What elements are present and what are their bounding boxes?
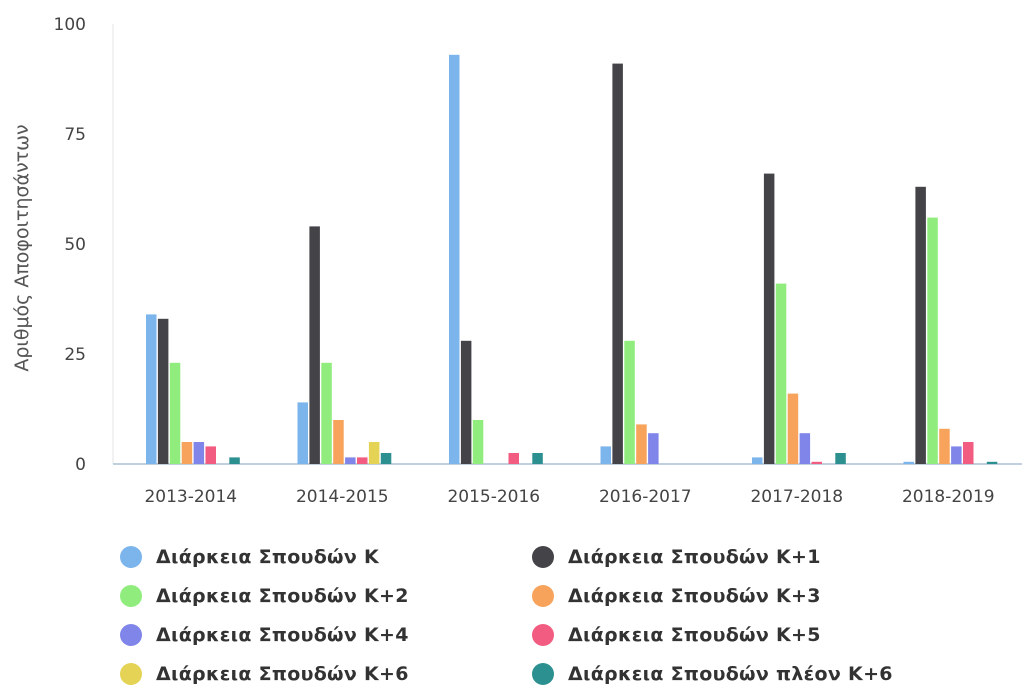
- y-tick-label: 0: [75, 455, 86, 475]
- bars: [146, 54, 998, 465]
- bar: [927, 217, 938, 464]
- legend-item[interactable]: Διάρκεια Σπουδών Κ+3: [532, 579, 944, 613]
- bar: [193, 442, 205, 464]
- legend-swatch: [120, 546, 142, 568]
- bar: [205, 446, 216, 464]
- bar: [472, 420, 484, 464]
- bar: [835, 453, 846, 464]
- legend-swatch: [120, 663, 142, 685]
- bar: [915, 186, 926, 465]
- bar: [309, 226, 320, 464]
- legend-item[interactable]: Διάρκεια Σπουδών Κ+6: [120, 657, 532, 691]
- bar: [986, 461, 998, 464]
- x-tick-label: 2016-2017: [599, 487, 692, 507]
- legend-swatch: [532, 624, 554, 646]
- legend-label: Διάρκεια Σπουδών Κ+5: [568, 624, 821, 646]
- legend-swatch: [532, 663, 554, 685]
- y-axis-ticks: 0 25 50 75 100: [54, 15, 86, 475]
- legend-label: Διάρκεια Σπουδών Κ: [156, 546, 380, 568]
- bar: [903, 461, 914, 464]
- legend-item[interactable]: Διάρκεια Σπουδών Κ+4: [120, 618, 532, 652]
- bar: [612, 63, 623, 464]
- legend-item[interactable]: Διάρκεια Σπουδών πλέον Κ+6: [532, 657, 944, 691]
- bar: [624, 340, 635, 464]
- bar: [345, 457, 356, 464]
- bar: [449, 54, 460, 465]
- y-axis-title: Αριθμός Αποφοιτησάντων: [11, 124, 33, 371]
- bar: [963, 442, 974, 464]
- bar: [636, 424, 647, 464]
- bar: [321, 362, 332, 464]
- bar: [169, 362, 181, 464]
- legend-item[interactable]: Διάρκεια Σπουδών Κ+1: [532, 540, 944, 574]
- bar: [508, 453, 519, 464]
- bar: [799, 433, 811, 464]
- legend-swatch: [120, 585, 142, 607]
- bar: [763, 173, 775, 464]
- legend-label: Διάρκεια Σπουδών πλέον Κ+6: [568, 663, 893, 685]
- bar: [297, 402, 308, 464]
- x-tick-label: 2018-2019: [902, 487, 995, 507]
- bar: [333, 420, 344, 464]
- y-tick-label: 25: [64, 345, 86, 365]
- y-tick-label: 100: [54, 15, 86, 35]
- bar: [229, 457, 240, 464]
- bar: [460, 340, 472, 464]
- x-axis-ticks: 2013-2014 2014-2015 2015-2016 2016-2017 2017…: [144, 487, 994, 507]
- bar: [600, 446, 611, 464]
- x-tick-label: 2015-2016: [447, 487, 540, 507]
- y-tick-label: 50: [64, 235, 86, 255]
- bar: [532, 453, 543, 464]
- x-tick-label: 2014-2015: [296, 487, 389, 507]
- legend-label: Διάρκεια Σπουδών Κ+4: [156, 624, 409, 646]
- legend-label: Διάρκεια Σπουδών Κ+2: [156, 585, 409, 607]
- bar: [811, 461, 822, 464]
- legend-swatch: [532, 546, 554, 568]
- legend-swatch: [532, 585, 554, 607]
- bar-chart: Αριθμός Αποφοιτησάντων 0 25 50 75 100 2013-2…: [11, 15, 1022, 507]
- bar: [951, 446, 962, 464]
- x-tick-label: 2013-2014: [144, 487, 237, 507]
- bar: [146, 314, 157, 464]
- bar: [775, 283, 787, 464]
- legend-label: Διάρκεια Σπουδών Κ+1: [568, 546, 821, 568]
- bar: [368, 442, 380, 464]
- bar: [157, 318, 169, 464]
- legend: Διάρκεια Σπουδών Κ Διάρκεια Σπουδών Κ+1 Δι…: [120, 540, 980, 691]
- legend-item[interactable]: Διάρκεια Σπουδών Κ+2: [120, 579, 532, 613]
- bar: [939, 428, 950, 464]
- bar: [181, 442, 193, 464]
- bar: [357, 457, 368, 464]
- legend-swatch: [120, 624, 142, 646]
- bar: [752, 457, 763, 464]
- legend-item[interactable]: Διάρκεια Σπουδών Κ: [120, 540, 532, 574]
- legend-item[interactable]: Διάρκεια Σπουδών Κ+5: [532, 618, 944, 652]
- bar: [648, 433, 659, 464]
- bar: [787, 393, 799, 464]
- legend-label: Διάρκεια Σπουδών Κ+3: [568, 585, 821, 607]
- x-tick-label: 2017-2018: [750, 487, 843, 507]
- bar: [380, 453, 392, 464]
- y-tick-label: 75: [64, 125, 86, 145]
- legend-label: Διάρκεια Σπουδών Κ+6: [156, 663, 409, 685]
